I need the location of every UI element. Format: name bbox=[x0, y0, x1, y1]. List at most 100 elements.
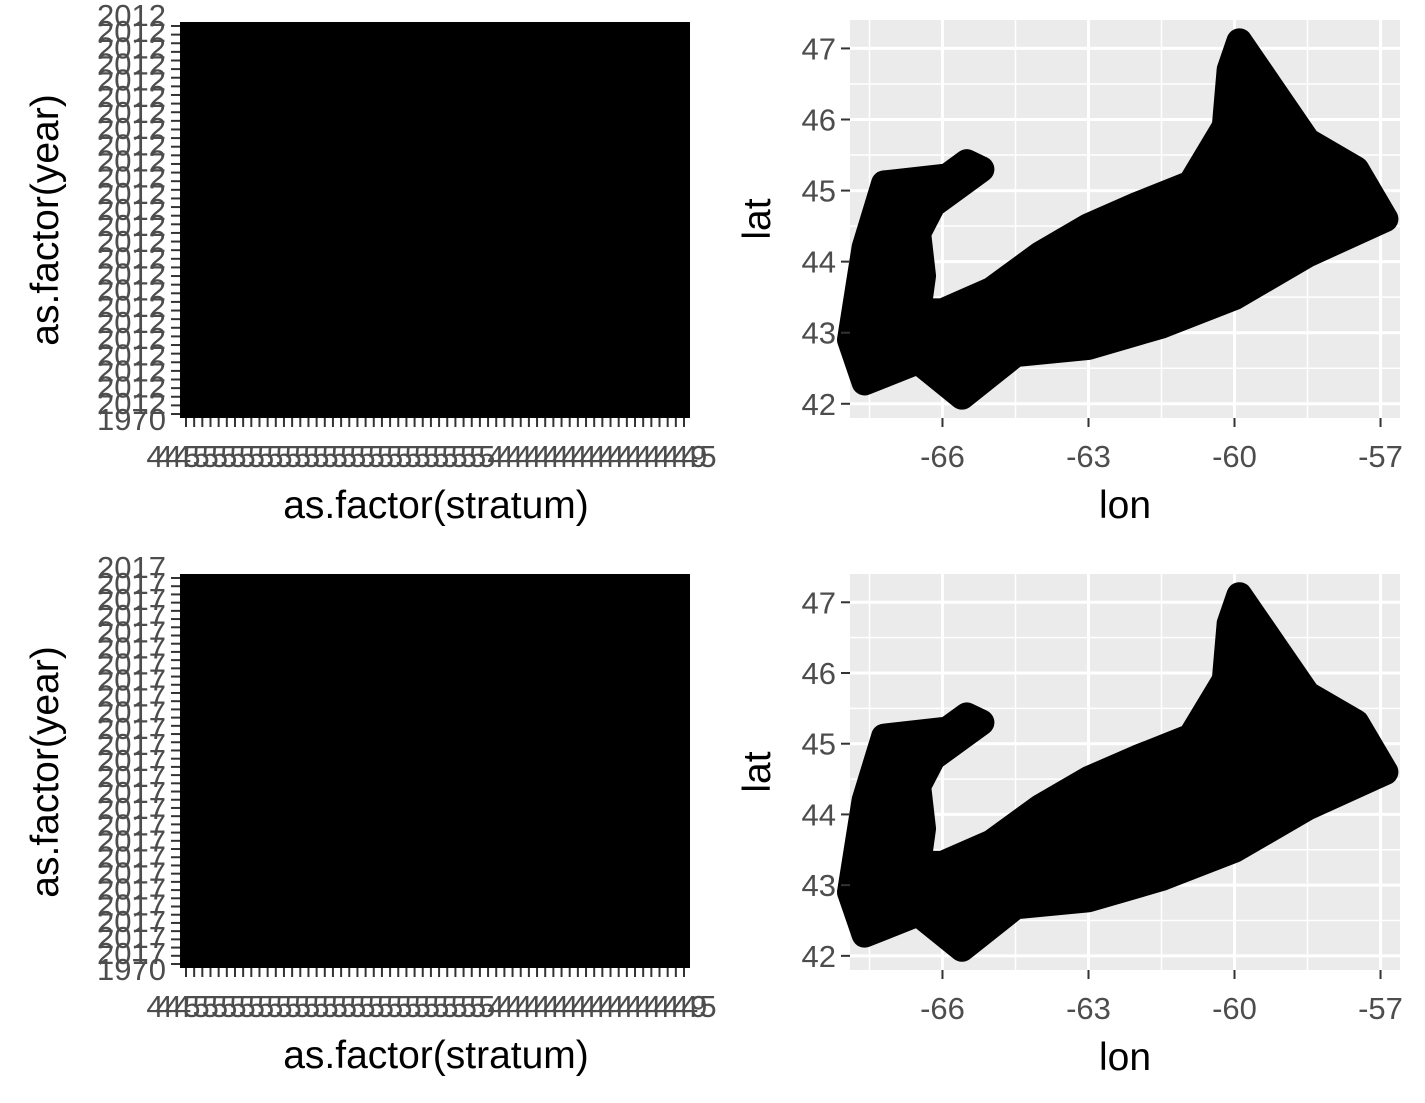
x-tick-label: 4 bbox=[626, 439, 643, 474]
x-tick-label: 5 bbox=[266, 989, 283, 1024]
y-axis-title: as.factor(year) bbox=[24, 94, 67, 345]
x-tick-label: 4 bbox=[681, 989, 698, 1024]
x-tick-label: 5 bbox=[349, 439, 366, 474]
x-tick-label: 5 bbox=[386, 439, 403, 474]
y-tick-label: 2017 bbox=[97, 550, 166, 585]
y-tick-label: 2012 bbox=[97, 127, 166, 162]
x-tick-label: -63 bbox=[1066, 991, 1111, 1026]
x-tick-label: 5 bbox=[331, 989, 348, 1024]
x-axis-title: lon bbox=[1099, 1036, 1151, 1079]
x-tick-label: 4 bbox=[561, 439, 578, 474]
x-tick-label: 4 bbox=[146, 439, 163, 474]
x-tick-label: 5 bbox=[358, 989, 375, 1024]
x-tick-label: -57 bbox=[1358, 991, 1403, 1026]
x-tick-label: 5 bbox=[432, 989, 449, 1024]
x-tick-label: 5 bbox=[192, 439, 209, 474]
x-tick-label: 4 bbox=[607, 989, 624, 1024]
x-tick-label: 5 bbox=[340, 439, 357, 474]
y-tick-label: 2012 bbox=[97, 46, 166, 81]
x-tick-label: 5 bbox=[248, 989, 265, 1024]
x-tick-label: 5 bbox=[257, 989, 274, 1024]
x-tick-label: 4 bbox=[552, 439, 569, 474]
y-tick-label: 2012 bbox=[97, 111, 166, 146]
y-tick-label: 45 bbox=[802, 727, 836, 762]
x-tick-label: 5 bbox=[257, 439, 274, 474]
x-tick-label: 5 bbox=[239, 439, 256, 474]
scatter-panel-top: -66 -63 -60 -57 42 43 44 45 46 47 lon lat bbox=[736, 20, 1403, 527]
x-tick-label: 5 bbox=[294, 989, 311, 1024]
y-tick-label: 2017 bbox=[97, 614, 166, 649]
x-tick-label: 4 bbox=[580, 989, 597, 1024]
y-tick-label: 2017 bbox=[97, 646, 166, 681]
x-tick-label: 4 bbox=[681, 439, 698, 474]
x-tick-label: 4 bbox=[497, 439, 514, 474]
x-tick-label: -66 bbox=[920, 439, 965, 474]
y-tick-label: 2017 bbox=[97, 936, 166, 971]
x-tick-label: -57 bbox=[1358, 439, 1403, 474]
x-tick-label: 5 bbox=[239, 989, 256, 1024]
x-tick-label: 5 bbox=[321, 989, 338, 1024]
y-tick-label: 2017 bbox=[97, 888, 166, 923]
x-tick-label: 4 bbox=[561, 989, 578, 1024]
x-tick-label: 5 bbox=[469, 989, 486, 1024]
y-tick-label: 46 bbox=[802, 103, 836, 138]
x-tick-label: 4 bbox=[644, 439, 661, 474]
x-tick-label: 4 bbox=[644, 989, 661, 1024]
x-tick-label: 4 bbox=[663, 439, 680, 474]
x-tick-label: 5 bbox=[478, 989, 495, 1024]
y-tick-label: 2012 bbox=[97, 208, 166, 243]
x-tick-label: 4 bbox=[174, 439, 191, 474]
x-tick-label: 5 bbox=[266, 439, 283, 474]
x-tick-label: 5 bbox=[192, 989, 209, 1024]
survey-points bbox=[837, 28, 1399, 410]
y-tick-label: 2017 bbox=[97, 872, 166, 907]
x-tick-label: 4 bbox=[543, 989, 560, 1024]
y-tick-label: 46 bbox=[802, 656, 836, 691]
x-tick-label: 5 bbox=[441, 439, 458, 474]
heatmap-panel-top: 4444555555555555555555555555555555555444… bbox=[24, 0, 717, 527]
y-tick-label: 2012 bbox=[97, 321, 166, 356]
y-tick-label: 2017 bbox=[97, 904, 166, 939]
y-tick-label: 2012 bbox=[97, 224, 166, 259]
x-tick-label: 5 bbox=[377, 989, 394, 1024]
x-tick-label: 4 bbox=[524, 439, 541, 474]
y-tick-label: 2012 bbox=[97, 30, 166, 65]
x-tick-label: 4 bbox=[635, 439, 652, 474]
x-tick-label: 4 bbox=[524, 989, 541, 1024]
y-tick-label: 2017 bbox=[97, 775, 166, 810]
y-tick-label: 43 bbox=[802, 316, 836, 351]
x-tick-label: 4 bbox=[616, 439, 633, 474]
x-tick-label: 5 bbox=[340, 989, 357, 1024]
y-tick-label: 2017 bbox=[97, 791, 166, 826]
x-tick-label: 5 bbox=[312, 989, 329, 1024]
y-tick-label: 47 bbox=[802, 585, 836, 620]
x-tick-label: 5 bbox=[285, 439, 302, 474]
x-tick-label: 4 bbox=[663, 989, 680, 1024]
x-tick-label: 5 bbox=[377, 439, 394, 474]
x-tick-label: 5 bbox=[229, 989, 246, 1024]
y-tick-label: 2012 bbox=[97, 386, 166, 421]
x-tick-label: 5 bbox=[183, 439, 200, 474]
x-tick-label: 4 bbox=[616, 989, 633, 1024]
x-tick-label: 5 bbox=[432, 439, 449, 474]
y-tick-label: 44 bbox=[802, 245, 836, 280]
y-tick-label: 2017 bbox=[97, 807, 166, 842]
x-tick-label: 5 bbox=[275, 989, 292, 1024]
x-tick-label: 5 bbox=[460, 989, 477, 1024]
x-tick-label: 5 bbox=[469, 439, 486, 474]
x-tick-label: 5 bbox=[211, 439, 228, 474]
y-tick-label: 2012 bbox=[97, 305, 166, 340]
y-tick-label: 2012 bbox=[97, 257, 166, 292]
x-tick-label: 5 bbox=[285, 989, 302, 1024]
x-tick-label: 4 bbox=[515, 989, 532, 1024]
y-tick-label: 2012 bbox=[97, 289, 166, 324]
x-tick-label: 4 bbox=[653, 989, 670, 1024]
y-tick-label: 42 bbox=[802, 387, 836, 422]
x-tick-label: 4 bbox=[607, 439, 624, 474]
x-tick-label: 5 bbox=[414, 989, 431, 1024]
y-tick-label: 1970 bbox=[97, 402, 166, 437]
y-tick-label: 2012 bbox=[97, 240, 166, 275]
x-tick-label: 5 bbox=[451, 989, 468, 1024]
x-tick-label: 9 bbox=[690, 989, 707, 1024]
